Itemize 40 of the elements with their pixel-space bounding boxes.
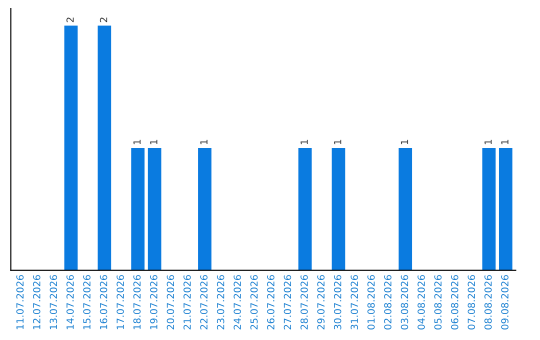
x-tick-label: 27.07.2026 — [284, 275, 292, 330]
x-tick-label: 07.08.2026 — [468, 275, 476, 330]
data-label: 1 — [200, 140, 208, 144]
x-tick-label: 31.07.2026 — [350, 275, 358, 330]
data-label: 2 — [66, 18, 74, 22]
x-tick-label: 19.07.2026 — [150, 275, 158, 330]
data-label: 1 — [400, 140, 408, 144]
data-label: 1 — [300, 140, 308, 144]
x-tick-label: 14.07.2026 — [66, 275, 74, 330]
x-tick-label: 29.07.2026 — [317, 275, 325, 330]
x-tick-label: 05.08.2026 — [434, 275, 442, 330]
x-tick-label: 02.08.2026 — [384, 275, 392, 330]
x-tick-label: 18.07.2026 — [133, 275, 141, 330]
x-tick-label: 17.07.2026 — [116, 275, 124, 330]
x-tick-label: 04.08.2026 — [418, 275, 425, 330]
x-tick-label: 15.07.2026 — [83, 275, 91, 330]
x-tick-label: 01.08.2026 — [367, 275, 375, 330]
x-tick-label: 16.07.2026 — [100, 275, 108, 330]
x-tick-label: 24.07.2026 — [234, 275, 241, 330]
x-tick-label: 11.07.2026 — [16, 275, 24, 330]
x-tick-label: 06.08.2026 — [450, 275, 458, 330]
x-tick-label: 30.07.2026 — [334, 275, 342, 330]
x-tick-label: 23.07.2026 — [216, 275, 224, 330]
x-tick-label: 13.07.2026 — [50, 275, 58, 330]
data-label: 2 — [100, 18, 108, 22]
x-tick-label: 22.07.2026 — [200, 275, 208, 330]
x-tick-label: 26.07.2026 — [267, 275, 274, 330]
x-tick-label: 20.07.2026 — [166, 275, 174, 330]
data-label: 1 — [501, 140, 508, 144]
x-tick-label: 09.08.2026 — [501, 275, 508, 330]
x-tick-label: 03.08.2026 — [400, 275, 408, 330]
data-label: 1 — [334, 140, 342, 144]
data-label: 1 — [133, 140, 141, 144]
x-tick-label: 28.07.2026 — [300, 275, 308, 330]
x-tick-label: 21.07.2026 — [183, 275, 191, 330]
x-tick-label: 25.07.2026 — [250, 275, 258, 330]
x-tick-label: 08.08.2026 — [484, 275, 492, 330]
data-label: 1 — [150, 140, 158, 144]
data-label: 1 — [484, 140, 492, 144]
x-tick-label: 12.07.2026 — [33, 275, 40, 330]
